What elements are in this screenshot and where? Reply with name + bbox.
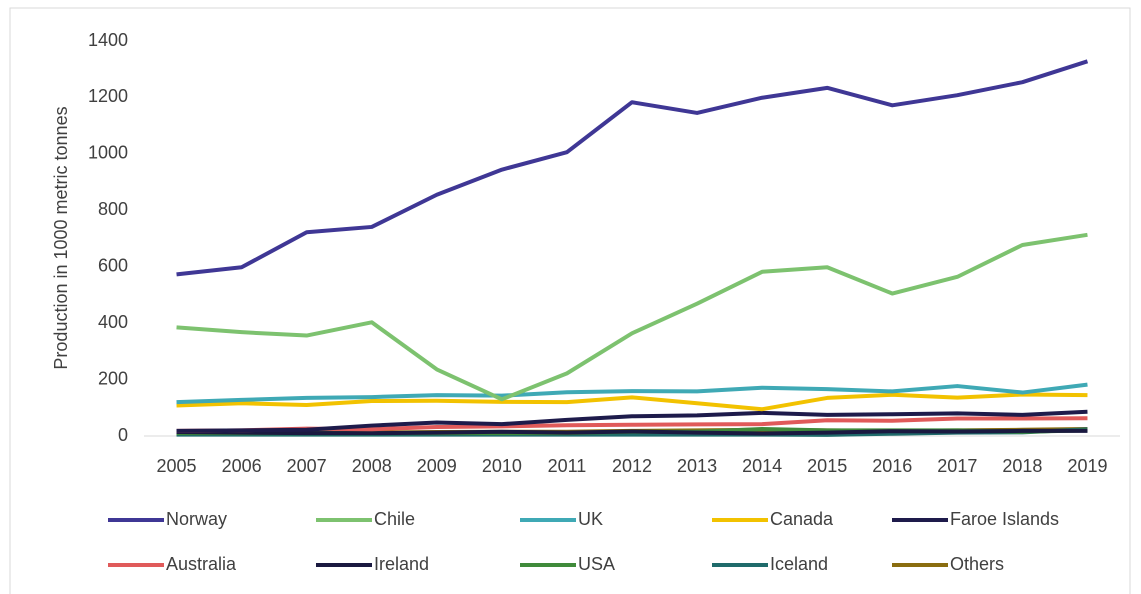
x-tick-label: 2018 — [1002, 456, 1042, 476]
y-tick-label: 0 — [118, 425, 128, 445]
x-tick-label: 2013 — [677, 456, 717, 476]
series-line — [176, 392, 1088, 412]
series-line — [176, 232, 1088, 402]
y-tick-label: 800 — [98, 199, 128, 219]
legend-label: Iceland — [770, 554, 828, 574]
y-tick-label: 1400 — [88, 30, 128, 50]
legend-label: USA — [578, 554, 615, 574]
legend-label: Norway — [166, 509, 227, 529]
chart-frame — [9, 7, 1131, 594]
x-tick-label: 2008 — [352, 456, 392, 476]
x-tick-label: 2012 — [612, 456, 652, 476]
x-tick-label: 2010 — [482, 456, 522, 476]
x-tick-label: 2009 — [417, 456, 457, 476]
legend-label: Others — [950, 554, 1004, 574]
legend-label: Faroe Islands — [950, 509, 1059, 529]
y-tick-label: 400 — [98, 312, 128, 332]
y-tick-label: 600 — [98, 255, 128, 275]
x-tick-label: 2006 — [222, 456, 262, 476]
legend-label: Canada — [770, 509, 834, 529]
legend-label: Ireland — [374, 554, 429, 574]
x-tick-label: 2005 — [157, 456, 197, 476]
y-axis-label: Production in 1000 metric tonnes — [51, 106, 71, 369]
y-tick-label: 1000 — [88, 143, 128, 163]
x-tick-label: 2019 — [1067, 456, 1107, 476]
series-line — [176, 409, 1088, 433]
y-tick-label: 1200 — [88, 86, 128, 106]
legend-label: Australia — [166, 554, 237, 574]
x-tick-label: 2014 — [742, 456, 782, 476]
legend-label: UK — [578, 509, 603, 529]
legend-label: Chile — [374, 509, 415, 529]
y-tick-label: 200 — [98, 368, 128, 388]
series-line — [176, 428, 1088, 436]
x-tick-label: 2007 — [287, 456, 327, 476]
series-line — [176, 382, 1088, 405]
series-line — [176, 59, 1089, 277]
x-tick-label: 2016 — [872, 456, 912, 476]
x-tick-label: 2017 — [937, 456, 977, 476]
x-tick-label: 2015 — [807, 456, 847, 476]
x-tick-label: 2011 — [548, 456, 587, 476]
